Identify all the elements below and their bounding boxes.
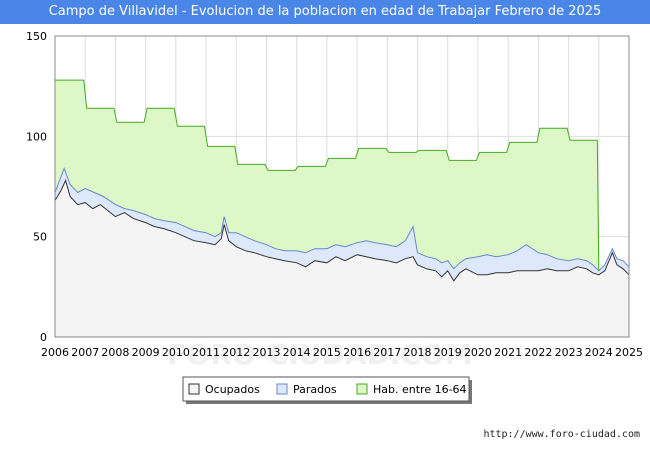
legend: Ocupados Parados Hab. entre 16-64 <box>182 376 472 404</box>
x-tick-label: 2020 <box>464 346 492 359</box>
x-tick-label: 2023 <box>555 346 583 359</box>
y-tick-label: 150 <box>26 30 47 43</box>
legend-label-hab: Hab. entre 16-64 <box>373 383 467 396</box>
y-tick-label: 50 <box>33 231 47 244</box>
x-tick-label: 2015 <box>313 346 341 359</box>
chart-title: Campo de Villavidel - Evolucion de la po… <box>0 0 650 24</box>
x-tick-label: 2007 <box>71 346 99 359</box>
legend-swatch-hab <box>356 383 368 395</box>
ocupados-area <box>54 179 630 337</box>
legend-label-parados: Parados <box>293 383 337 396</box>
y-axis: 0 50 100 150 <box>26 30 47 344</box>
x-tick-label: 2012 <box>222 346 250 359</box>
x-axis: 2006 2007 2008 2009 2010 2011 2012 2013 2014 2015… <box>41 346 643 359</box>
x-tick-label: 2014 <box>283 346 311 359</box>
x-tick-label: 2017 <box>373 346 401 359</box>
watermark: FORO-CIUDAD.COM <box>167 338 472 371</box>
x-tick-label: 2008 <box>101 346 129 359</box>
x-tick-label: 2018 <box>404 346 432 359</box>
ocupados-line <box>54 179 630 282</box>
x-tick-label: 2010 <box>162 346 190 359</box>
ocupados-area-fill <box>55 180 629 337</box>
legend-swatch-ocupados <box>188 383 200 395</box>
y-tick-label: 100 <box>26 130 47 143</box>
y-tick-label: 0 <box>40 331 47 344</box>
x-tick-label: 2013 <box>252 346 280 359</box>
parados-line <box>54 166 630 272</box>
legend-box <box>182 376 470 402</box>
x-tick-label: 2019 <box>434 346 462 359</box>
x-tick-label: 2011 <box>192 346 220 359</box>
x-tick-label: 2016 <box>343 346 371 359</box>
legend-label-ocupados: Ocupados <box>205 383 260 396</box>
x-tick-label: 2022 <box>524 346 552 359</box>
source-url: http://www.foro-ciudad.com <box>483 429 640 440</box>
legend-swatch-parados <box>276 383 288 395</box>
x-tick-label: 2009 <box>132 346 160 359</box>
x-tick-label: 2025 <box>615 346 643 359</box>
plot-frame <box>54 35 630 338</box>
hab-line <box>55 79 600 271</box>
x-tick-label: 2006 <box>41 346 69 359</box>
x-tick-label: 2024 <box>585 346 613 359</box>
x-tick-label: 2021 <box>494 346 522 359</box>
